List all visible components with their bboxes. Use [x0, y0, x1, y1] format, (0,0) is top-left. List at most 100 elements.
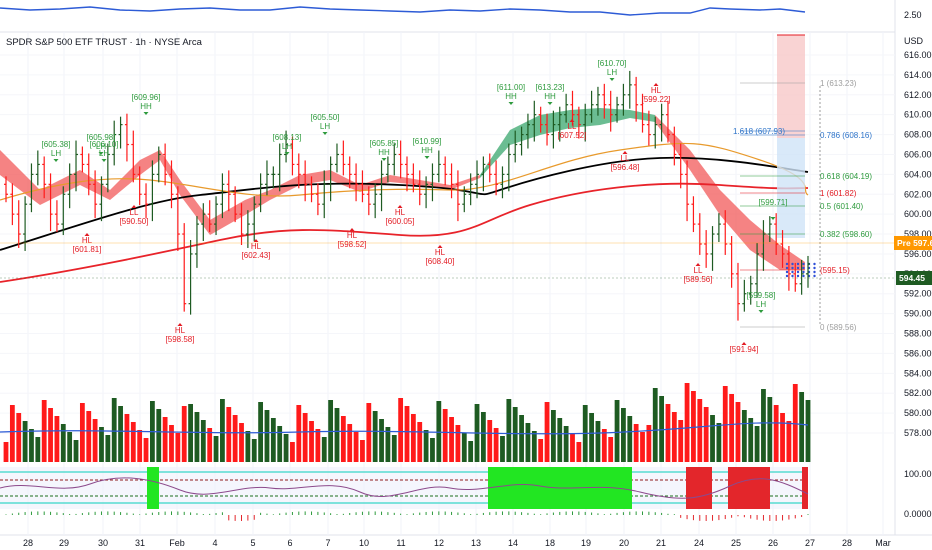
swing-low-value: [598.58]	[166, 335, 195, 344]
volume-bar	[143, 438, 149, 462]
volume-bar	[563, 426, 569, 462]
price-tick-label: 600.00	[904, 209, 932, 219]
volume-bar	[697, 399, 703, 462]
volume-bar	[671, 412, 677, 462]
volume-bar	[118, 406, 123, 462]
top-indicator-pane	[0, 6, 806, 16]
volume-bar	[48, 408, 53, 462]
date-tick-label: 7	[325, 538, 330, 548]
volume-bar	[79, 403, 85, 462]
volume-bar	[792, 384, 798, 462]
swing-low-marker	[569, 119, 575, 122]
volume-bar	[430, 438, 435, 462]
time-axis[interactable]: 28 29 30 31 Feb 4 5 6 7 10 11 12 13 14 18 19 20 21 24 25 26 2…	[23, 538, 891, 548]
volume-bar	[309, 421, 314, 462]
swing-low-marker	[131, 205, 137, 208]
volume-bar	[111, 398, 117, 462]
projection-dot	[802, 270, 805, 274]
volume-bar	[576, 442, 582, 462]
volume-bar	[519, 415, 524, 462]
price-tick-label: 578.00	[904, 428, 932, 438]
osc-red-block	[728, 467, 770, 509]
date-tick-label: 4	[212, 538, 217, 548]
projection-dot	[785, 262, 789, 266]
date-tick-label: 12	[434, 538, 444, 548]
swing-high-marker	[770, 217, 776, 220]
volume-bar	[417, 422, 423, 462]
fib-level-label: 0.618 (604.19)	[820, 172, 872, 181]
swing-high-marker	[547, 102, 553, 105]
swing-low-value: [607.52]	[558, 131, 587, 140]
swing-high-value: [608.13]	[273, 133, 302, 142]
volume-bar	[162, 417, 168, 462]
volume-bar	[748, 418, 754, 462]
projection-dot	[813, 270, 816, 274]
projection-dot	[785, 266, 789, 270]
price-tick-label: 582.00	[904, 388, 932, 398]
chart-title: SPDR S&P 500 ETF TRUST · 1h · NYSE Arca	[6, 37, 203, 48]
volume-bar	[780, 413, 785, 462]
volume-bar	[181, 406, 187, 462]
swing-low-value: [601.81]	[73, 245, 102, 254]
volume-bar	[767, 397, 773, 462]
swing-low-marker	[349, 228, 355, 231]
cloud-red	[0, 150, 480, 235]
price-tag-label: 594.45	[899, 273, 925, 283]
volume-bar	[538, 439, 544, 462]
projection-dot	[791, 266, 794, 270]
projection-dot	[796, 266, 800, 270]
volume-bar	[633, 424, 639, 462]
price-tick-label: 602.00	[904, 189, 932, 199]
fib-zone-blue	[777, 138, 805, 238]
volume-bar	[296, 405, 302, 462]
volume-bar	[608, 437, 614, 462]
volume-bar	[436, 401, 442, 462]
ema-orange-line	[0, 142, 809, 201]
volume-bar	[480, 412, 486, 462]
volume-bar	[735, 402, 741, 462]
volume-bar	[315, 429, 321, 462]
swing-low-marker	[695, 263, 701, 266]
volume-bar	[86, 411, 92, 462]
swing-low-value: [589.56]	[684, 275, 713, 284]
swing-low-kind: HL	[251, 242, 262, 251]
swing-low-marker	[253, 239, 259, 242]
volume-bar	[277, 426, 283, 462]
price-tick-label: 612.00	[904, 90, 932, 100]
swing-high-value: [599.71]	[759, 198, 788, 207]
projection-dot	[796, 262, 800, 266]
price-tick-label: 596.00	[904, 249, 932, 259]
volume-bar	[9, 405, 15, 462]
volume-bar	[99, 427, 104, 462]
volume-bar	[245, 431, 251, 462]
price-tick-label: 598.00	[904, 229, 932, 239]
volume-bar	[512, 407, 518, 462]
swing-labels: [605.38]LH[605.98]LH[609.96]HH[606.10]LH…	[42, 59, 788, 354]
projection-dot	[791, 274, 794, 278]
projection-dot	[796, 270, 800, 274]
volume-bar	[232, 415, 238, 462]
price-tick-label: 610.00	[904, 110, 932, 120]
volume-bar	[398, 398, 404, 462]
swing-high-value: [610.99]	[413, 137, 442, 146]
volume-bar	[290, 442, 295, 462]
fib-level-label: 1.618 (607.93)	[733, 127, 785, 136]
swing-high-kind: HH	[140, 102, 152, 111]
swing-low-value: [602.43]	[242, 251, 271, 260]
projection-dot	[791, 270, 794, 274]
swing-low-marker	[437, 245, 443, 248]
date-tick-label: 19	[581, 538, 591, 548]
volume-bar	[188, 404, 193, 462]
date-tick-label: 28	[23, 538, 33, 548]
volume-bar	[716, 423, 722, 462]
fib-level-label: 1 (601.82)	[820, 189, 857, 198]
swing-high-kind: HH	[505, 92, 517, 101]
swing-low-kind: LL	[694, 266, 703, 275]
volume-bar	[550, 410, 556, 462]
price-axis[interactable]: 616.00 614.00 612.00 610.00 608.00 606.00 604.…	[0, 10, 932, 519]
swing-high-marker	[101, 159, 107, 162]
projection-dot	[802, 266, 805, 270]
volume-bar	[385, 427, 391, 462]
